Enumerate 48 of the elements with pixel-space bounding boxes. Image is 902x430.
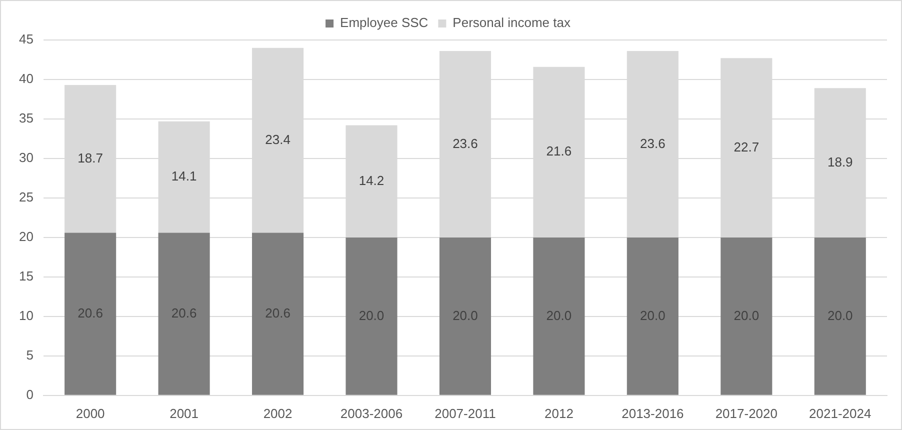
x-tick-label: 2003-2006: [340, 406, 403, 421]
bar: [64, 232, 116, 395]
y-tick-label: 25: [18, 190, 34, 205]
x-tick-label: 2000: [76, 406, 105, 421]
data-label: 20.6: [171, 305, 197, 320]
y-tick-label: 40: [18, 71, 34, 86]
data-label: 18.9: [827, 154, 853, 170]
data-label: 14.2: [358, 172, 384, 188]
data-label: 20.0: [358, 308, 384, 323]
data-label: 23.6: [640, 136, 666, 151]
bar: [158, 232, 210, 395]
legend-label: Personal income tax: [452, 15, 571, 30]
bar: [252, 232, 304, 395]
data-label: 20.0: [827, 308, 853, 323]
y-tick-label: 20: [18, 229, 34, 244]
data-label: 18.7: [78, 150, 103, 166]
x-tick-label: 2017-2020: [715, 406, 778, 421]
y-tick-label: 15: [18, 268, 34, 284]
y-tick-label: 45: [18, 32, 34, 47]
x-tick-label: 2012: [544, 406, 574, 421]
bar: [814, 237, 866, 395]
data-label: 22.7: [734, 139, 760, 154]
y-tick-label: 35: [18, 110, 34, 126]
x-tick-label: 2002: [263, 406, 292, 421]
data-label: 21.6: [546, 144, 572, 159]
data-label: 20.6: [265, 305, 290, 320]
bar: [533, 237, 585, 395]
bar: [720, 237, 772, 395]
bar: [439, 237, 492, 395]
y-tick-label: 10: [18, 308, 34, 323]
y-tick-label: 30: [18, 150, 34, 166]
y-tick-label: 0: [26, 386, 34, 402]
data-label: 20.0: [734, 308, 760, 323]
data-label: 14.1: [171, 168, 197, 184]
bar: [346, 237, 398, 395]
legend-label: Employee SSC: [340, 15, 428, 30]
data-label: 23.4: [265, 132, 290, 147]
x-tick-label: 2007-2011: [434, 406, 496, 421]
x-tick-label: 2001: [170, 406, 199, 421]
data-label: 20.6: [78, 305, 103, 320]
x-tick-label: 2021-2024: [809, 406, 872, 421]
data-label: 20.0: [452, 308, 478, 323]
x-tick-label: 2013-2016: [622, 406, 684, 421]
y-tick-label: 5: [26, 347, 34, 362]
data-label: 20.0: [546, 308, 572, 323]
data-label: 20.0: [640, 308, 666, 323]
data-label: 23.6: [452, 136, 478, 151]
bar: [626, 237, 678, 395]
